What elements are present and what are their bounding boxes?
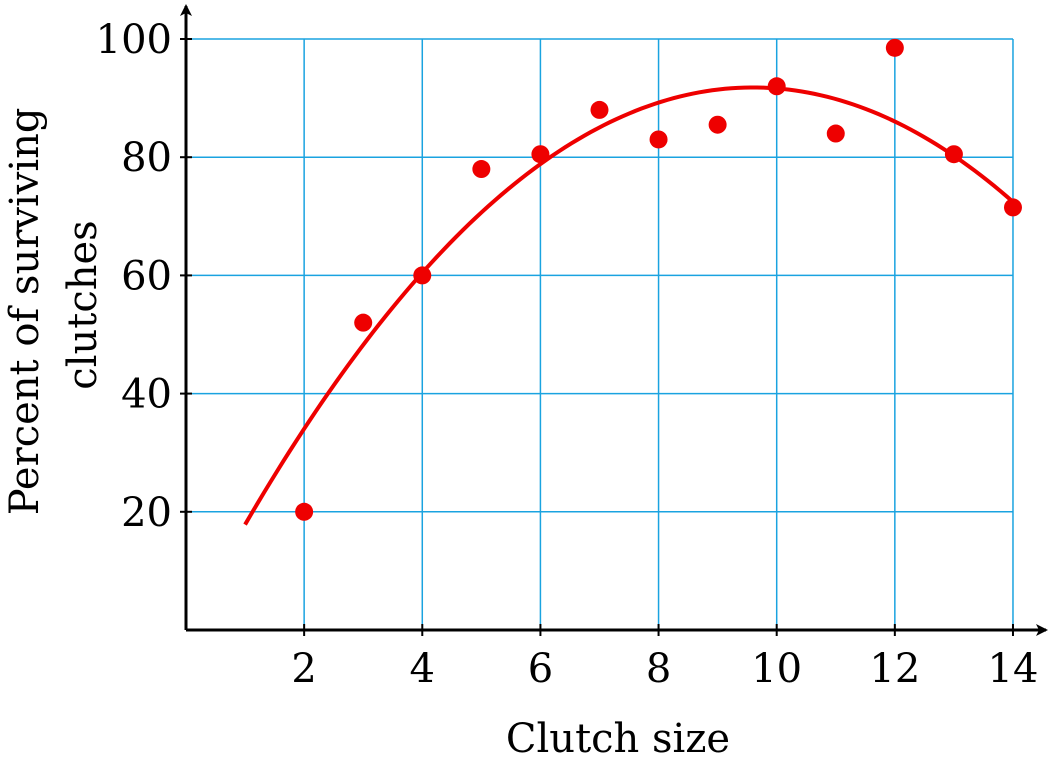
data-points — [295, 38, 1022, 521]
data-point — [590, 100, 609, 119]
data-point — [1003, 198, 1022, 217]
x-tick-label: 2 — [291, 646, 316, 692]
data-point — [472, 160, 491, 179]
data-point — [944, 145, 963, 164]
x-axis-title: Clutch size — [506, 716, 730, 758]
axes — [180, 4, 1048, 636]
y-tick-label: 100 — [96, 17, 172, 63]
data-point — [295, 502, 314, 521]
data-point — [826, 124, 845, 143]
x-tick-label: 8 — [646, 646, 671, 692]
y-tick-label: 60 — [121, 253, 172, 299]
x-tick-label: 10 — [751, 646, 802, 692]
fit-curve — [243, 85, 1015, 526]
tick-labels: 2 4 6 8 10 12 14 20 40 60 80 100 — [96, 17, 1039, 692]
y-tick-label: 40 — [121, 372, 172, 418]
data-point — [885, 38, 904, 57]
x-tick-label: 12 — [869, 646, 920, 692]
x-tick-label: 6 — [528, 646, 553, 692]
data-point — [413, 266, 432, 285]
x-tick-label: 4 — [410, 646, 435, 692]
y-tick-label: 20 — [121, 490, 172, 536]
data-point — [354, 313, 373, 332]
x-tick-label: 14 — [988, 646, 1039, 692]
y-axis-title: Percent of surviving clutches — [2, 95, 106, 515]
y-axis-title-line-2: clutches — [60, 220, 106, 389]
data-point — [767, 77, 786, 96]
grid — [186, 38, 1014, 630]
y-axis-title-line-1: Percent of surviving — [2, 108, 48, 516]
data-point — [531, 145, 550, 164]
y-tick-label: 80 — [121, 135, 172, 181]
data-point — [708, 115, 727, 134]
data-point — [649, 130, 668, 149]
tick-marks — [180, 38, 1014, 636]
